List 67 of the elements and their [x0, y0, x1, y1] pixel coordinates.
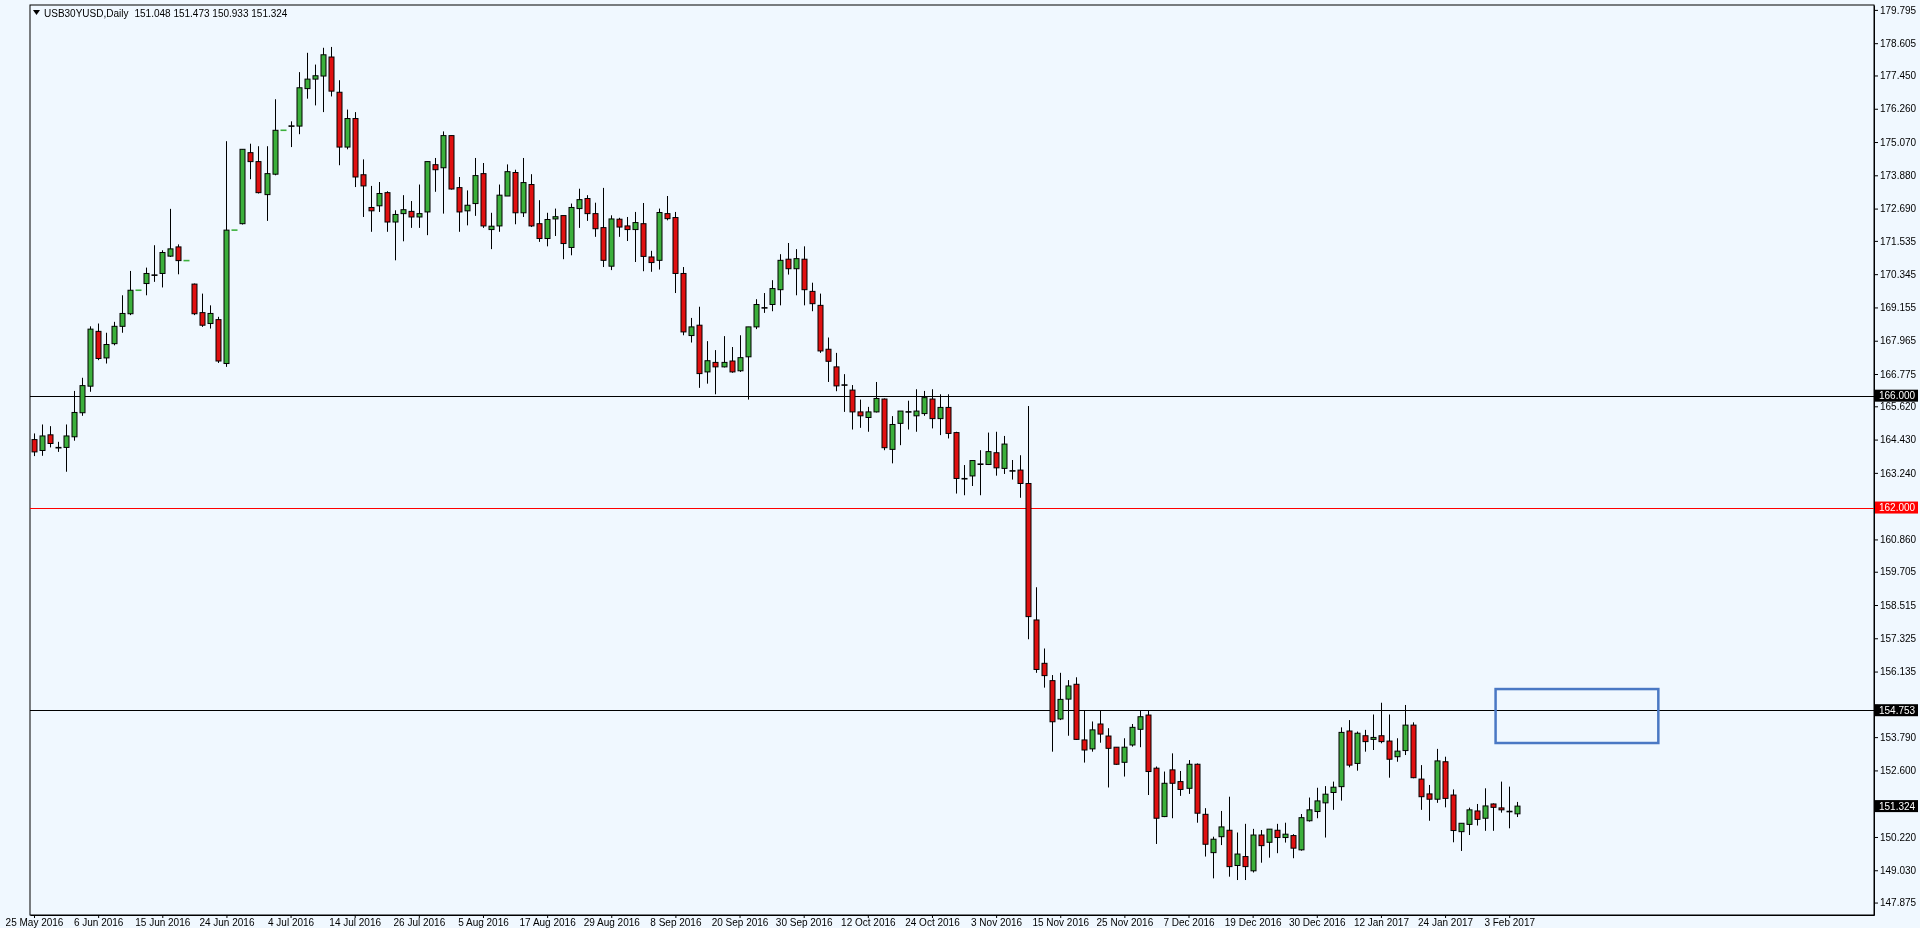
- y-tick-label: 175.070: [1880, 136, 1917, 148]
- x-tick-label: 3 Nov 2016: [971, 917, 1023, 928]
- candlestick: [969, 460, 976, 487]
- x-tick-label: 3 Feb 2017: [1484, 917, 1536, 928]
- x-tick-label: 20 Sep 2016: [711, 917, 769, 928]
- chart-title: USB30YUSD,Daily: [44, 7, 129, 19]
- x-tick-label: 17 Aug 2016: [519, 917, 577, 928]
- x-tick-label: 15 Jun 2016: [135, 917, 191, 928]
- x-tick-label: 5 Aug 2016: [458, 917, 510, 928]
- x-tick-label: 8 Sep 2016: [650, 917, 702, 928]
- y-tick-label: 157.325: [1880, 632, 1917, 644]
- x-tick-label: 4 Jul 2016: [267, 917, 315, 928]
- y-tick-label: 177.450: [1880, 70, 1917, 82]
- ref-line-label: 166.000: [1879, 390, 1916, 402]
- y-tick-label: 152.600: [1880, 765, 1917, 777]
- x-tick-label: 12 Oct 2016: [841, 917, 896, 928]
- y-tick-label: 163.240: [1880, 467, 1917, 479]
- x-tick-label: 24 Jun 2016: [199, 917, 255, 928]
- x-tick-label: 30 Sep 2016: [775, 917, 833, 928]
- candlestick: [760, 292, 769, 314]
- y-tick-label: 156.135: [1880, 666, 1917, 678]
- y-tick-label: 149.030: [1880, 864, 1917, 876]
- y-tick-label: 153.790: [1880, 731, 1917, 743]
- y-tick-label: 173.880: [1880, 170, 1917, 182]
- y-tick-label: 159.705: [1880, 566, 1917, 578]
- candlestick: [897, 410, 904, 446]
- y-tick-label: 172.690: [1880, 203, 1917, 215]
- y-tick-label: 167.965: [1880, 335, 1917, 347]
- y-tick-label: 178.605: [1880, 37, 1917, 49]
- candlestick: [1330, 781, 1337, 811]
- candlestick: [150, 244, 159, 283]
- x-tick-label: 12 Jan 2017: [1353, 917, 1410, 928]
- y-tick-label: 176.260: [1880, 103, 1917, 115]
- x-tick-label: 15 Nov 2016: [1032, 917, 1090, 928]
- y-tick-label: 179.795: [1880, 4, 1917, 16]
- text: 151.324: [1879, 800, 1916, 812]
- candlestick: [134, 289, 143, 292]
- candlestick: [279, 129, 288, 132]
- y-tick-label: 166.775: [1880, 368, 1917, 380]
- x-tick-label: 29 Aug 2016: [583, 917, 641, 928]
- y-tick-label: 160.860: [1880, 534, 1917, 546]
- x-tick-label: 24 Jan 2017: [1418, 917, 1474, 928]
- x-tick-label: 14 Jul 2016: [329, 917, 382, 928]
- candlestick: [143, 267, 150, 296]
- candlestick: [960, 464, 969, 496]
- x-tick-label: 26 Jul 2016: [393, 917, 446, 928]
- x-tick-label: 6 Jun 2016: [73, 917, 124, 928]
- x-tick-label: 30 Dec 2016: [1288, 917, 1347, 928]
- x-tick-label: 24 Oct 2016: [905, 917, 961, 928]
- ref-line-label: 154.753: [1879, 704, 1916, 716]
- x-tick-label: 7 Dec 2016: [1163, 917, 1216, 928]
- chart-subtitle: 151.048 151.473 150.933 151.324: [134, 7, 288, 19]
- y-tick-label: 165.620: [1880, 401, 1917, 413]
- y-tick-label: 169.155: [1880, 302, 1917, 314]
- x-tick-label: 25 Nov 2016: [1096, 917, 1154, 928]
- candlestick: [368, 185, 375, 233]
- y-tick-label: 170.345: [1880, 268, 1917, 280]
- y-tick-label: 147.875: [1880, 897, 1917, 909]
- candlestick: [809, 282, 816, 312]
- x-tick-label: 25 May 2016: [5, 917, 64, 928]
- y-tick-label: 164.430: [1880, 434, 1917, 446]
- y-tick-label: 171.535: [1880, 235, 1917, 247]
- y-tick-label: 158.515: [1880, 599, 1917, 611]
- x-tick-label: 19 Dec 2016: [1224, 917, 1282, 928]
- candlestick: [833, 352, 840, 392]
- ref-line-label: 162.000: [1879, 502, 1916, 514]
- y-tick-label: 150.220: [1880, 831, 1917, 843]
